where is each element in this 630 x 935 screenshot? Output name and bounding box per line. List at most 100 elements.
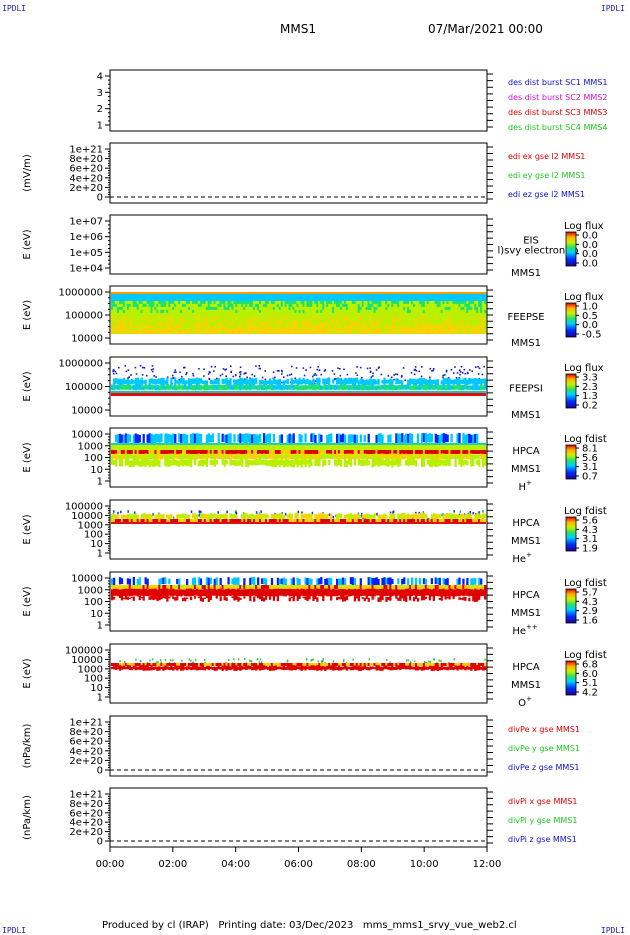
spectrogram-cell xyxy=(330,331,332,334)
spectrogram-cell xyxy=(474,310,476,313)
spectrogram-cell xyxy=(389,378,391,385)
spectrogram-cell xyxy=(470,328,472,331)
spectrogram-cell xyxy=(263,316,265,319)
spectrogram-cell xyxy=(407,328,409,331)
spectrogram-cell xyxy=(362,301,364,304)
spectrogram-cell xyxy=(482,450,484,454)
spectrogram-band xyxy=(111,443,486,445)
spectrogram-cell xyxy=(450,450,452,454)
spectrogram-cell xyxy=(271,445,273,450)
spectrogram-cell xyxy=(176,460,178,466)
spectrogram-cell xyxy=(190,295,192,298)
spectrogram-cell xyxy=(466,310,468,313)
spectrogram-cell xyxy=(245,331,247,334)
spectrogram-cell xyxy=(225,513,227,519)
spectrogram-cell xyxy=(346,460,348,467)
spectrogram-cell xyxy=(320,301,322,304)
spectrogram-dot xyxy=(233,376,235,378)
spectrogram-cell xyxy=(125,298,127,301)
spectrogram-cell xyxy=(273,328,275,331)
spectrogram-cell xyxy=(350,445,352,450)
spectrogram-cell xyxy=(289,322,291,325)
spectrogram-cell xyxy=(419,331,421,334)
spectrogram-cell xyxy=(141,295,143,298)
spectrogram-cell xyxy=(395,304,397,307)
spectrogram-cell xyxy=(241,519,243,522)
spectrogram-cell xyxy=(241,301,243,304)
spectrogram-cell xyxy=(275,380,277,385)
spectrogram-cell xyxy=(413,301,415,304)
spectrogram-cell xyxy=(186,304,188,307)
spectrogram-dot xyxy=(208,373,210,375)
spectrogram-cell xyxy=(441,434,443,443)
spectrogram-cell xyxy=(139,454,141,459)
spectrogram-cell xyxy=(212,310,214,313)
spectrogram-cell xyxy=(253,454,255,459)
spectrogram-cell xyxy=(202,298,204,301)
spectrogram-cell xyxy=(139,445,141,450)
spectrogram-cell xyxy=(374,301,376,304)
spectrogram-cell xyxy=(468,319,470,322)
spectrogram-cell xyxy=(360,519,362,522)
spectrogram-cell xyxy=(377,450,379,454)
spectrogram-cell xyxy=(214,328,216,331)
legend-entry: edi ey gse l2 MMS1 xyxy=(508,171,586,180)
spectrogram-cell xyxy=(115,301,117,304)
spectrogram-cell xyxy=(476,325,478,328)
spectrogram-cell xyxy=(198,385,200,391)
spectrogram-cell xyxy=(186,310,188,313)
spectrogram-cell xyxy=(127,322,129,325)
spectrogram-cell xyxy=(310,301,312,304)
spectrogram-cell xyxy=(237,313,239,316)
spectrogram-cell xyxy=(431,298,433,301)
spectrogram-cell xyxy=(423,298,425,301)
spectrogram-cell xyxy=(127,519,129,522)
spectrogram-cell xyxy=(147,301,149,304)
spectrogram-cell xyxy=(220,514,222,519)
spectrogram-cell xyxy=(152,331,154,334)
spectrogram-cell xyxy=(348,298,350,301)
spectrogram-cell xyxy=(239,454,241,459)
spectrogram-cell xyxy=(139,435,141,443)
spectrogram-cell xyxy=(427,385,429,390)
spectrogram-cell xyxy=(399,301,401,304)
spectrogram-cell xyxy=(212,316,214,319)
spectrogram-cell xyxy=(336,378,338,384)
spectrogram-cell xyxy=(397,458,399,467)
spectrogram-cell xyxy=(332,385,334,390)
spectrogram-cell xyxy=(196,322,198,325)
spectrogram-cell xyxy=(405,316,407,319)
spectrogram-cell xyxy=(257,316,259,319)
spectrogram-cell xyxy=(439,519,441,522)
spectrogram-cell xyxy=(198,434,200,444)
spectrogram-cell xyxy=(375,298,377,301)
spectrogram-cell xyxy=(257,450,259,454)
spectrogram-cell xyxy=(346,304,348,307)
spectrogram-cell xyxy=(433,313,435,316)
spectrogram-cell xyxy=(330,450,332,454)
spectrogram-cell xyxy=(344,304,346,307)
spectrogram-cell xyxy=(115,331,117,334)
spectrogram-cell xyxy=(121,578,123,584)
spectrogram-cell xyxy=(170,322,172,325)
spectrogram-cell xyxy=(204,304,206,307)
spectrogram-cell xyxy=(202,313,204,316)
spectrogram-cell xyxy=(149,295,151,298)
spectrogram-cell xyxy=(249,445,251,450)
spectrogram-cell xyxy=(164,519,166,522)
spectrogram-cell xyxy=(190,319,192,322)
spectrogram-cell xyxy=(166,450,168,454)
y-tick-label: 1 xyxy=(97,477,103,488)
spectrogram-cell xyxy=(411,331,413,334)
spectrogram-cell xyxy=(247,310,249,313)
spectrogram-cell xyxy=(156,304,158,307)
spectrogram-cell xyxy=(154,379,156,385)
spectrogram-cell xyxy=(389,316,391,319)
spectrogram-cell xyxy=(368,514,370,519)
spectrogram-cell xyxy=(204,316,206,319)
spectrogram-cell xyxy=(421,325,423,328)
spectrogram-cell xyxy=(214,295,216,298)
spectrogram-cell xyxy=(358,310,360,313)
spectrogram-cell xyxy=(224,450,226,454)
spectrogram-cell xyxy=(293,331,295,334)
